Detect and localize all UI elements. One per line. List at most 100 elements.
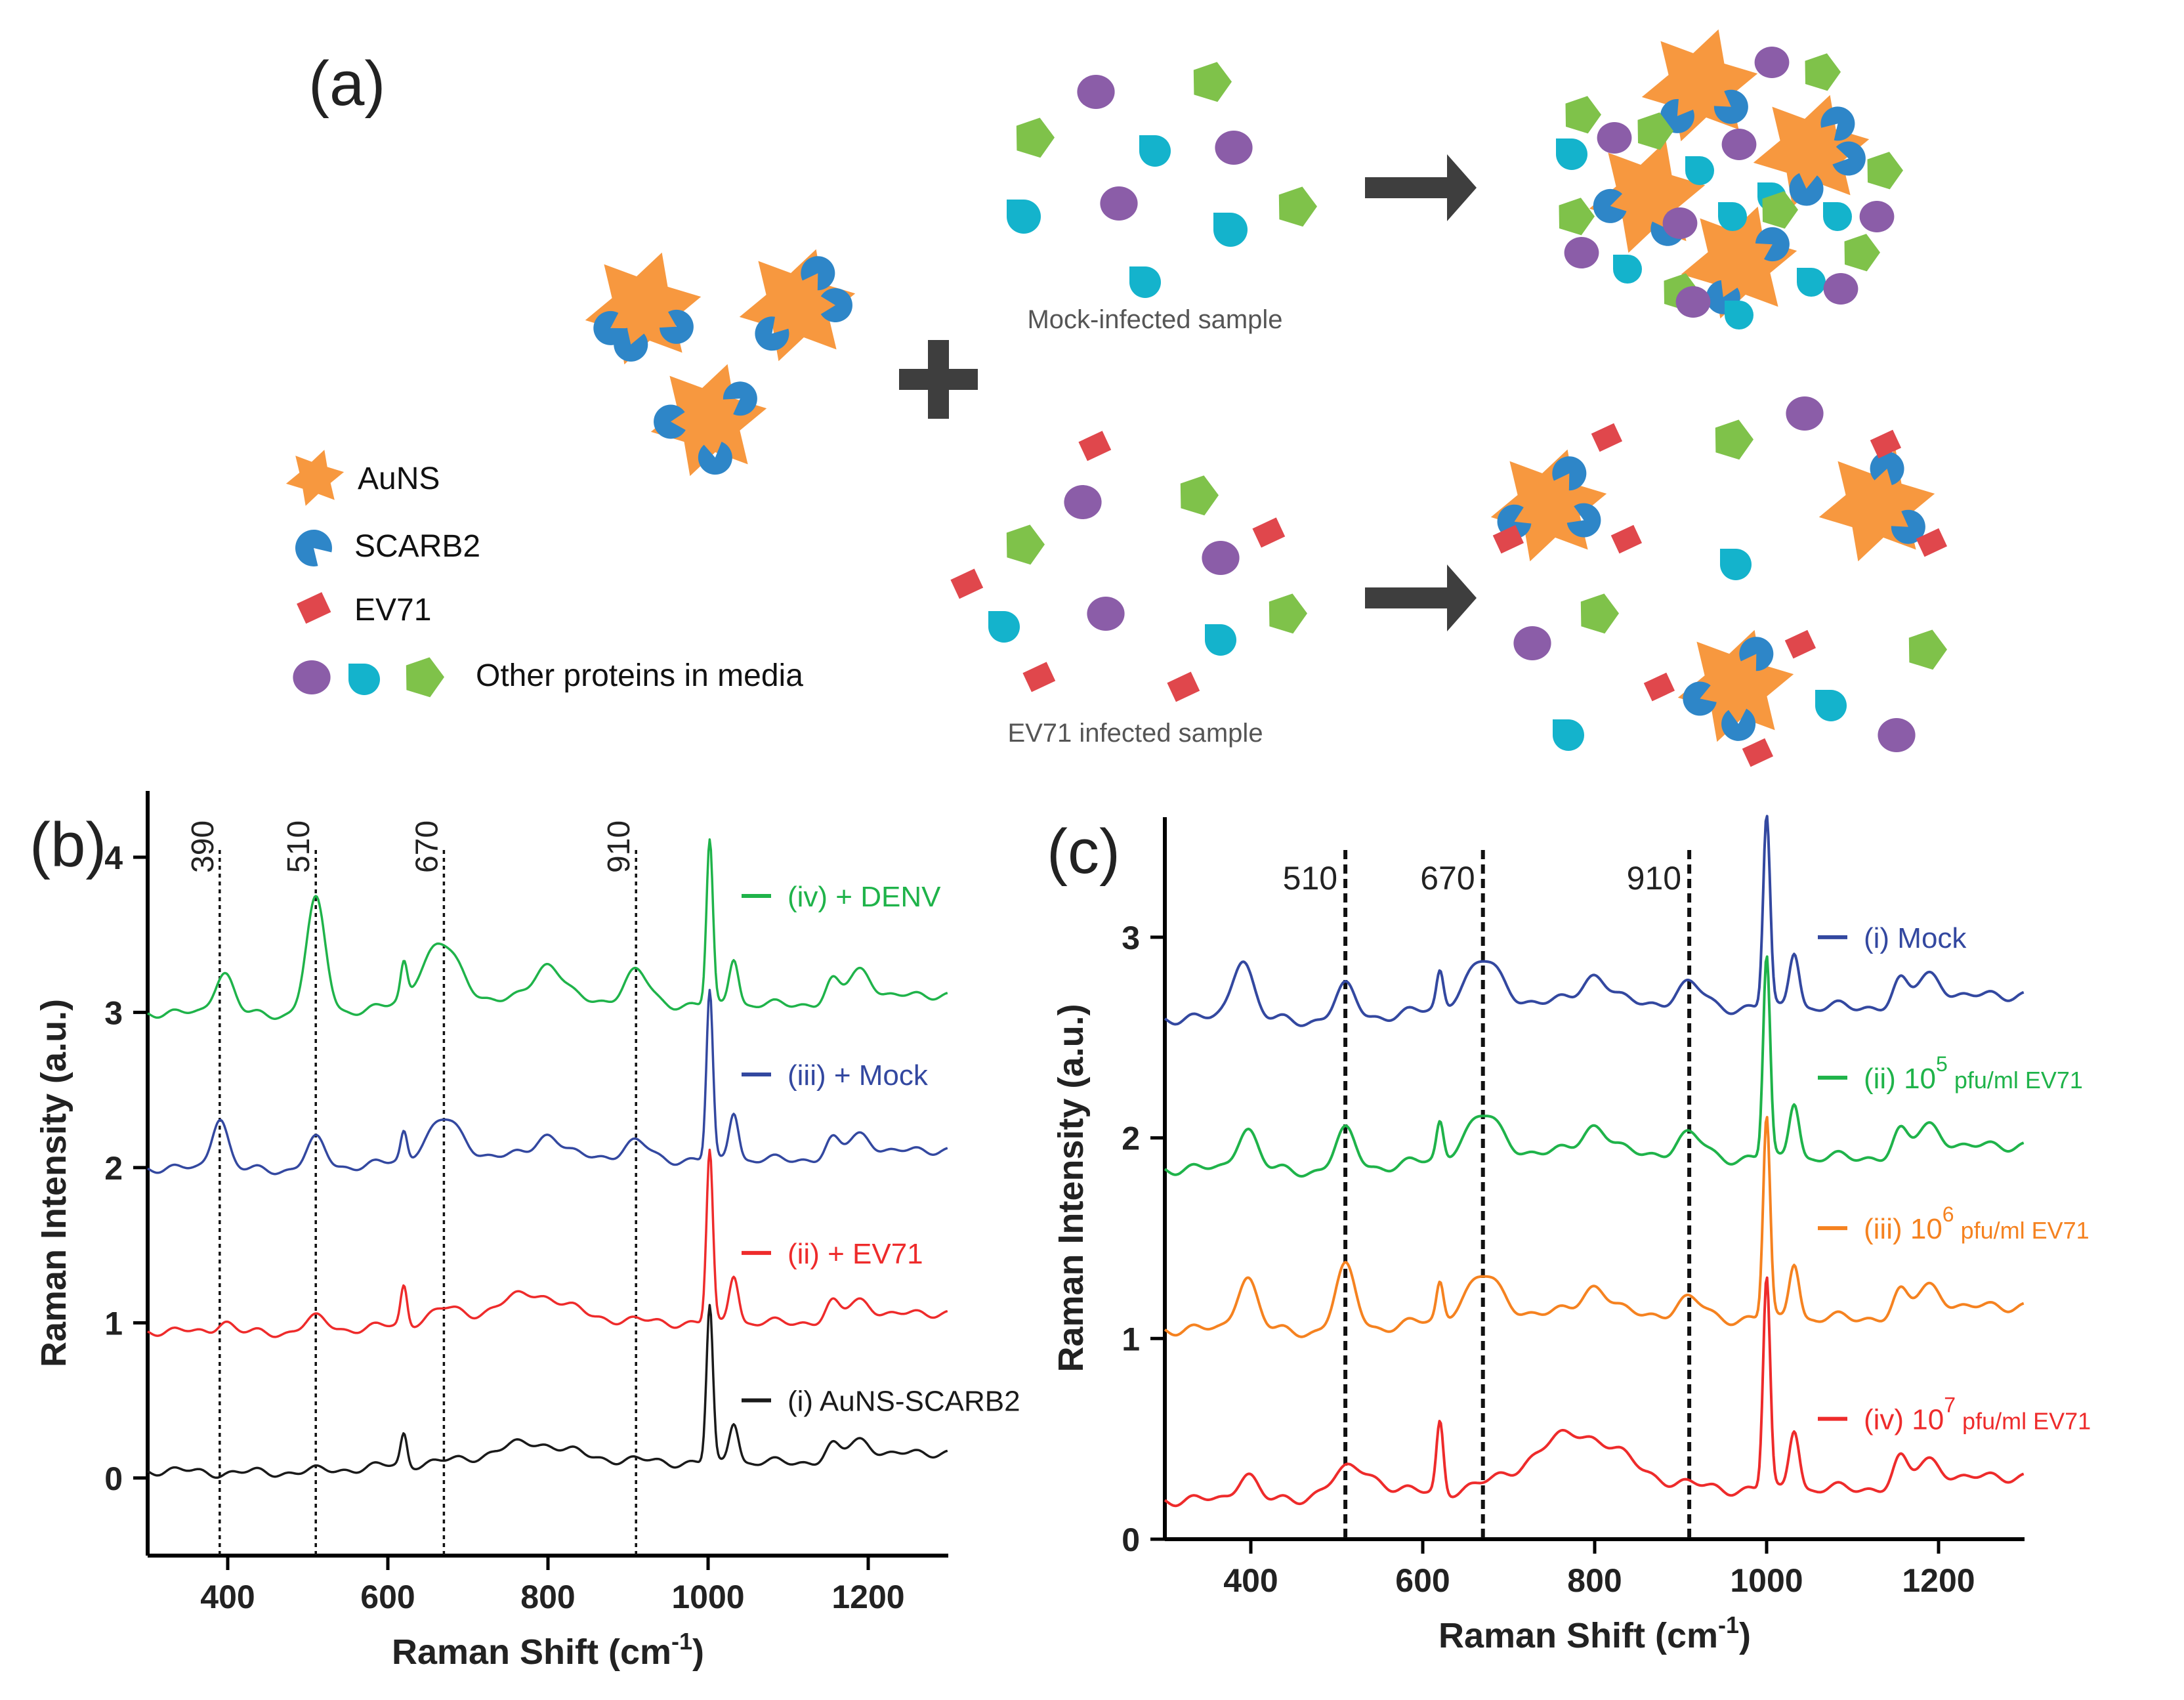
protein-circle-icon [1597,122,1632,154]
scarb2-icon [1789,173,1824,206]
marker-label: 510 [282,820,316,873]
ausn-particle [1753,95,1870,207]
x-tick-label: 400 [1223,1562,1278,1599]
legend-label: (i) AuNS-SCARB2 [788,1386,1020,1418]
legend-label: (ii) + EV71 [788,1238,923,1270]
scarb2-icon [654,404,686,439]
star-icon [1677,629,1794,742]
x-tick-label: 1000 [1730,1562,1803,1599]
protein-circle-icon [1721,129,1757,160]
scarb2-icon [1552,456,1587,491]
star-icon [739,249,856,362]
protein-drop-icon [1823,202,1852,231]
legend-star-icon [285,450,345,506]
marker-label: 670 [1420,860,1475,897]
scarb2-icon [801,256,835,291]
scarb2-icon [1713,89,1748,124]
protein-pentagon-icon [1805,53,1841,91]
scarb2-icon [1870,452,1904,486]
protein-circle-icon [1675,286,1711,318]
protein-circle-icon [1513,626,1551,660]
protein-circle-icon [1077,75,1115,109]
protein-drop-icon [1613,255,1642,284]
mock-caption: Mock-infected sample [1027,305,1282,334]
panel-a-label: (a) [308,49,385,119]
protein-pentagon-icon [1908,629,1947,670]
x-tick-label: 1200 [1902,1562,1975,1599]
marker-label: 510 [1283,860,1337,897]
protein-drop-icon [1007,200,1041,234]
star-icon [650,364,767,477]
arrow-right-icon [1365,154,1477,221]
ev71-icon [1167,671,1200,702]
scarb2-icon [698,442,732,475]
protein-circle-icon [1878,718,1916,752]
protein-circle-icon [1786,396,1824,431]
ev71-icon [1022,662,1056,692]
protein-circle-icon [1754,47,1790,78]
scarb2-icon [723,381,757,416]
ev71-icon [1252,517,1286,548]
protein-circle-icon [1662,207,1698,239]
legend-other-label: Other proteins in media [476,658,803,693]
protein-drop-icon [1720,549,1752,580]
protein-pentagon-icon [1269,593,1307,634]
scarb2-icon [1739,637,1774,671]
ev71-icon [1870,429,1902,459]
ev71-icon [1784,629,1816,659]
y-tick-label: 1 [104,1305,123,1342]
scarb2-icon [614,328,648,362]
y-tick-label: 0 [1122,1521,1140,1558]
protein-drop-icon [1213,213,1248,247]
protein-pentagon-icon [1715,419,1754,460]
plus-icon [899,340,978,419]
y-axis-label: Raman Intensity (a.u.) [34,999,74,1367]
scarb2-icon [820,288,852,322]
series-line [147,1149,948,1338]
series-line [1164,955,2025,1178]
x-tick-label: 800 [520,1579,575,1615]
x-tick-label: 400 [200,1579,255,1615]
scarb2-icon [1660,98,1694,133]
legend-ausn-label: AuNS [358,461,440,496]
ev71-icon [1916,528,1948,557]
ev71-icon [1078,431,1112,461]
protein-circle-icon [1087,597,1125,631]
series-line [147,988,948,1176]
scarb2-icon [1891,509,1925,544]
protein-pentagon-icon [1559,198,1595,236]
ausn-particle [1641,29,1758,142]
protein-pentagon-icon [1180,475,1219,516]
ausn-particle [650,364,767,477]
protein-drop-icon [1685,156,1714,185]
ev71-icon [297,592,331,624]
protein-pentagon-icon [1867,152,1903,190]
ausn-particle [739,249,856,362]
star-icon [1753,95,1870,207]
ausn-particle [1818,449,1935,562]
y-tick-label: 3 [1122,920,1140,956]
ev71-icon [1492,524,1524,554]
scarb2-icon [295,529,332,566]
legend-scarb2-label: SCARB2 [354,529,480,564]
protein-drop-icon [1129,266,1161,298]
protein-circle-icon [1823,273,1858,305]
series-line [1164,1276,2025,1508]
x-tick-label: 1200 [831,1579,904,1615]
arrow-right-icon [1365,564,1477,631]
scarb2-icon [1683,681,1717,716]
scarb2-icon [1566,503,1601,538]
protein-pentagon-icon [1278,186,1317,227]
ev71-icon [1591,423,1623,452]
protein-circle-icon [293,660,331,694]
protein-drop-icon [988,611,1020,643]
protein-drop-icon [1553,719,1584,751]
ev71-icon [1742,738,1774,767]
scarb2-icon [1820,106,1855,141]
protein-pentagon-icon [1580,593,1619,634]
protein-drop-icon [1815,690,1847,721]
y-tick-label: 2 [104,1150,123,1187]
protein-drop-icon [1725,301,1754,329]
protein-drop-icon [1718,202,1747,231]
